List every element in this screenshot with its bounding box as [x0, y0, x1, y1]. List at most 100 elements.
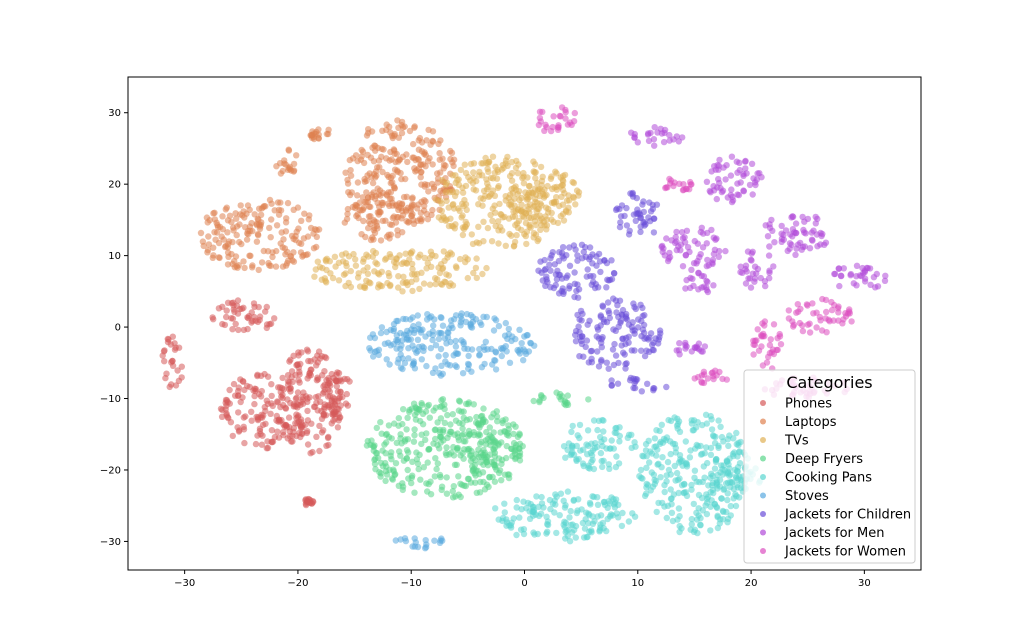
data-point — [424, 459, 431, 466]
data-point — [534, 237, 541, 245]
data-point — [409, 195, 416, 202]
data-point — [619, 509, 626, 517]
data-point — [492, 357, 499, 364]
data-point — [802, 230, 809, 237]
data-point — [378, 153, 385, 160]
legend-marker — [760, 529, 766, 536]
data-point — [320, 410, 327, 418]
data-point — [594, 513, 601, 520]
data-point — [385, 422, 393, 429]
data-point — [572, 201, 579, 208]
data-point — [698, 379, 706, 386]
data-point — [484, 435, 491, 443]
data-point — [597, 449, 605, 457]
data-point — [463, 206, 470, 214]
data-point — [699, 478, 706, 486]
data-point — [818, 327, 826, 334]
data-point — [587, 348, 595, 355]
data-point — [730, 435, 737, 442]
data-point — [710, 372, 717, 380]
data-point — [686, 186, 693, 193]
data-point — [554, 267, 561, 274]
data-point — [664, 458, 672, 466]
data-point — [532, 231, 540, 238]
data-point — [408, 278, 415, 285]
legend-label: Laptops — [785, 415, 837, 430]
data-point — [605, 365, 612, 372]
data-point — [580, 248, 587, 256]
data-point — [631, 130, 638, 138]
legend-title: Categories — [786, 373, 872, 392]
data-point — [438, 434, 445, 441]
data-point — [588, 452, 596, 459]
data-point — [523, 228, 531, 235]
data-point — [449, 172, 456, 179]
data-point — [541, 256, 548, 264]
data-point — [661, 481, 668, 489]
data-point — [417, 326, 424, 334]
data-point — [513, 531, 520, 539]
data-point — [563, 197, 571, 204]
data-point — [437, 372, 445, 379]
data-point — [323, 442, 330, 449]
data-point — [703, 444, 710, 451]
data-point — [268, 216, 275, 223]
data-point — [642, 440, 650, 448]
data-point — [656, 440, 664, 447]
data-point — [405, 218, 413, 225]
data-point — [335, 277, 343, 284]
data-point — [616, 432, 623, 440]
data-point — [725, 442, 732, 450]
data-point — [237, 398, 244, 406]
data-point — [625, 231, 633, 238]
data-point — [316, 447, 323, 455]
data-point — [520, 498, 527, 505]
data-point — [559, 393, 566, 400]
data-point — [257, 393, 265, 400]
data-point — [691, 467, 699, 474]
legend-label: Phones — [785, 397, 832, 412]
data-point — [465, 399, 473, 406]
data-point — [514, 170, 522, 177]
data-point — [313, 433, 320, 440]
data-point — [668, 501, 675, 508]
data-point — [414, 460, 422, 467]
data-point — [608, 377, 615, 384]
data-point — [473, 239, 480, 246]
data-point — [383, 430, 390, 438]
data-point — [446, 282, 453, 290]
data-point — [212, 236, 219, 243]
data-point — [573, 287, 580, 295]
data-point — [365, 213, 373, 220]
data-point — [714, 512, 721, 519]
data-point — [603, 259, 611, 267]
data-point — [595, 284, 602, 291]
data-point — [456, 255, 464, 263]
data-point — [448, 449, 455, 456]
data-point — [740, 187, 747, 194]
data-point — [676, 340, 683, 347]
data-point — [316, 422, 323, 430]
data-point — [547, 284, 554, 291]
data-point — [482, 338, 489, 345]
data-point — [475, 172, 483, 179]
data-point — [444, 411, 451, 419]
data-point — [274, 199, 282, 206]
data-point — [430, 183, 438, 191]
data-point — [733, 467, 741, 475]
data-point — [392, 460, 400, 467]
data-point — [681, 481, 688, 488]
data-point — [861, 275, 869, 282]
data-point — [633, 194, 640, 202]
data-point — [347, 167, 354, 174]
data-point — [475, 432, 482, 439]
data-point — [559, 244, 567, 251]
data-point — [507, 191, 514, 198]
data-point — [695, 505, 702, 512]
data-point — [314, 258, 321, 265]
data-point — [708, 482, 716, 489]
data-point — [398, 204, 405, 211]
data-point — [352, 256, 359, 263]
data-point — [750, 351, 757, 358]
data-point — [676, 475, 683, 482]
